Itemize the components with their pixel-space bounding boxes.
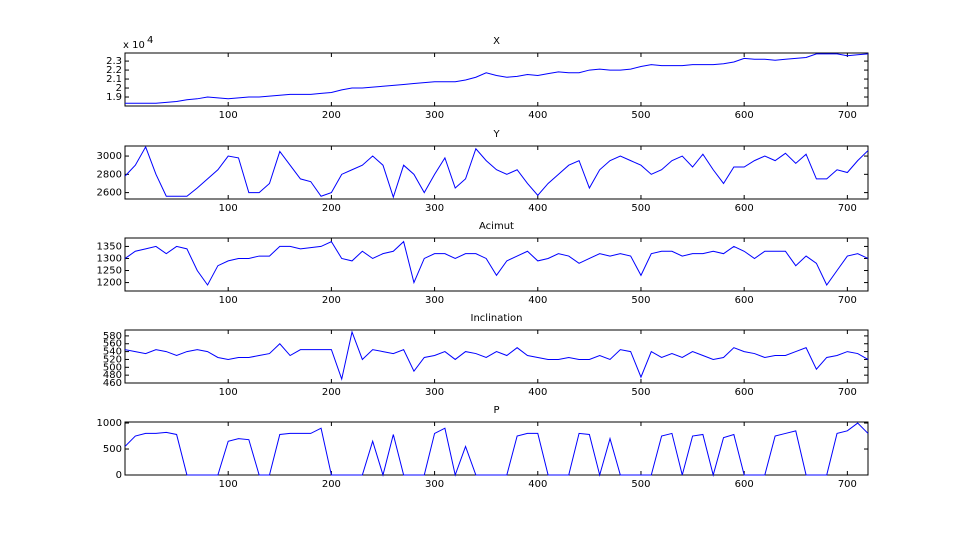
y-tick-label: 540 <box>103 347 122 358</box>
x-tick-label: 600 <box>735 295 754 306</box>
subplot-title: X <box>493 36 500 47</box>
y-tick-label: 2800 <box>97 169 122 180</box>
y-scale-exponent: 4 <box>147 35 153 46</box>
y-tick-label: 460 <box>103 378 122 389</box>
x-tick-label: 500 <box>631 387 650 398</box>
data-line <box>124 240 869 286</box>
y-tick-label: 2 <box>116 83 122 94</box>
axes-frame <box>124 237 869 292</box>
data-line <box>125 53 869 104</box>
x-tick-label: 200 <box>322 387 341 398</box>
y-tick-label: 500 <box>103 362 122 373</box>
x-tick-label: 200 <box>322 110 341 121</box>
x-tick-label: 500 <box>631 479 650 490</box>
x-tick-label: 100 <box>219 479 238 490</box>
y-tick-label: 500 <box>103 444 122 455</box>
y-tick-label: 1200 <box>97 278 122 289</box>
y-tick-label: 0 <box>116 470 122 481</box>
x-tick-label: 600 <box>735 203 754 214</box>
y-tick-label: 2.1 <box>106 74 122 85</box>
x-tick-label: 100 <box>219 203 238 214</box>
x-tick-label: 200 <box>322 479 341 490</box>
x-tick-label: 300 <box>425 110 444 121</box>
y-tick-label: 1250 <box>97 266 122 277</box>
y-tick-label: 580 <box>103 331 122 342</box>
data-line <box>124 330 869 381</box>
x-tick-label: 300 <box>425 295 444 306</box>
axes-frame <box>124 421 869 476</box>
axes-frame <box>124 329 869 384</box>
subplot-title: Inclination <box>471 313 523 324</box>
x-tick-label: 200 <box>322 203 341 214</box>
x-tick-label: 700 <box>838 295 857 306</box>
data-line <box>124 145 869 199</box>
x-tick-label: 400 <box>528 203 547 214</box>
x-tick-label: 500 <box>631 295 650 306</box>
axes-frame <box>124 145 869 200</box>
x-tick-label: 100 <box>219 110 238 121</box>
y-tick-label: 2600 <box>97 188 122 199</box>
y-scale-label: x 10 <box>123 40 145 51</box>
x-tick-label: 500 <box>631 110 650 121</box>
x-tick-label: 400 <box>528 479 547 490</box>
x-tick-label: 400 <box>528 295 547 306</box>
y-tick-label: 1.9 <box>106 92 122 103</box>
x-tick-label: 300 <box>425 203 444 214</box>
y-tick-label: 3000 <box>97 151 122 162</box>
y-tick-label: 1350 <box>97 241 122 252</box>
x-tick-label: 300 <box>425 387 444 398</box>
x-tick-label: 600 <box>735 387 754 398</box>
y-tick-label: 1300 <box>97 253 122 264</box>
y-tick-label: 2.3 <box>106 56 122 67</box>
x-tick-label: 600 <box>735 479 754 490</box>
x-tick-label: 700 <box>838 387 857 398</box>
y-tick-label: 520 <box>103 354 122 365</box>
subplot-title: Y <box>492 129 500 140</box>
subplot-title: Acimut <box>479 221 514 232</box>
x-tick-label: 400 <box>528 110 547 121</box>
subplot-title: P <box>493 405 499 416</box>
x-tick-label: 100 <box>219 295 238 306</box>
data-line <box>124 422 869 477</box>
y-tick-label: 2.2 <box>106 65 122 76</box>
x-tick-label: 700 <box>838 479 857 490</box>
x-tick-label: 500 <box>631 203 650 214</box>
y-tick-label: 560 <box>103 339 122 350</box>
x-tick-label: 400 <box>528 387 547 398</box>
y-tick-label: 480 <box>103 370 122 381</box>
x-tick-label: 200 <box>322 295 341 306</box>
x-tick-label: 700 <box>838 110 857 121</box>
x-tick-label: 600 <box>735 110 754 121</box>
x-tick-label: 700 <box>838 203 857 214</box>
y-tick-label: 1000 <box>97 418 122 429</box>
x-tick-label: 100 <box>219 387 238 398</box>
x-tick-label: 300 <box>425 479 444 490</box>
